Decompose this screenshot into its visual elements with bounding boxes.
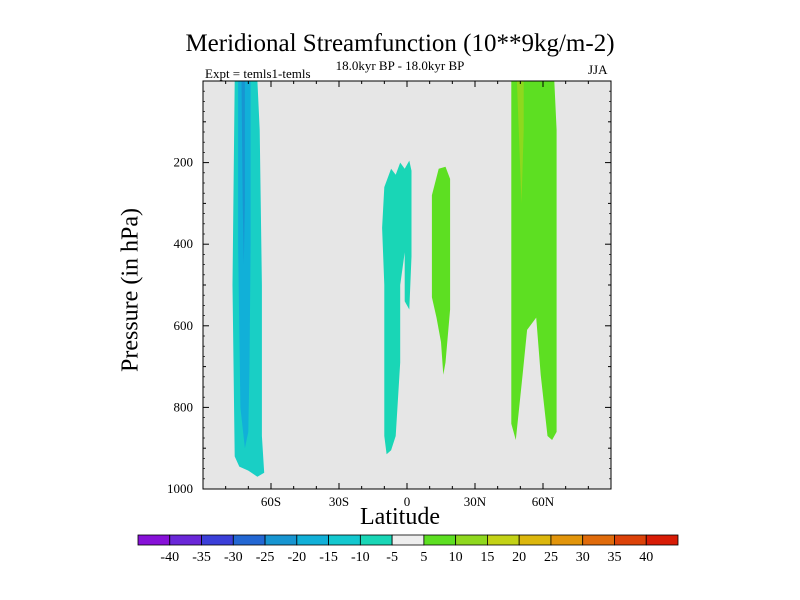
colorbar-box (645, 534, 679, 546)
chart-subtitle-center: 18.0kyr BP - 18.0kyr BP (335, 58, 465, 73)
x-tick-label: 60N (532, 494, 555, 509)
contour-region-nh-band-outer (511, 81, 557, 440)
colorbar-box (614, 534, 647, 546)
colorbar-box (582, 534, 615, 546)
colorbar-label: -25 (256, 550, 275, 565)
x-tick-label: 60S (261, 494, 281, 509)
contour-region-tropical-positive (431, 166, 451, 375)
y-tick-label: 1000 (167, 481, 193, 496)
colorbar-label: -35 (192, 550, 211, 565)
x-axis-label: Latitude (360, 504, 440, 530)
y-tick-label: 800 (174, 399, 194, 414)
colorbar-box (201, 534, 234, 546)
contour-region-sh-band-core (241, 81, 245, 265)
x-tick-label: 0 (404, 494, 411, 509)
colorbar-box (137, 534, 171, 546)
colorbar-box (359, 534, 393, 546)
colorbar-label: 25 (544, 550, 558, 565)
colorbar-box (391, 534, 425, 546)
colorbar-label: 5 (420, 550, 427, 565)
colorbar-label: -10 (351, 550, 370, 565)
contour-region-sh-band-inner (238, 81, 251, 449)
colorbar-box (550, 534, 584, 546)
colorbar-box (455, 534, 488, 546)
colorbar-box (264, 534, 298, 546)
colorbar-box (423, 534, 457, 546)
chart-title: Meridional Streamfunction (10**9kg/m-2) (185, 30, 615, 57)
colorbar-label: 10 (449, 550, 463, 565)
y-tick-label: 200 (174, 155, 194, 170)
colorbar-box (328, 534, 361, 546)
colorbar-box (518, 534, 552, 546)
colorbar-label: 15 (480, 550, 494, 565)
colorbar-label: -30 (224, 550, 243, 565)
colorbar-label: -20 (287, 550, 306, 565)
x-tick-label: 30S (329, 494, 349, 509)
colorbar-label: 35 (607, 550, 621, 565)
colorbar-box (296, 534, 329, 546)
colorbar-box (232, 534, 266, 546)
colorbar-label: -5 (386, 550, 398, 565)
x-tick-label: 30N (464, 494, 487, 509)
colorbar-label: 40 (639, 550, 653, 565)
colorbar-label: -15 (319, 550, 338, 565)
contour-region-equatorial-negative (382, 160, 412, 455)
y-tick-label: 400 (174, 236, 194, 251)
colorbar-box (169, 534, 202, 546)
colorbar-label: -40 (160, 550, 179, 565)
chart-subtitle-left: Expt = temls1-temls (205, 66, 311, 81)
chart-subtitle-right: JJA (588, 62, 608, 77)
y-tick-label: 600 (174, 318, 194, 333)
contour-region-nh-band-inner (516, 81, 524, 204)
colorbar-label: 20 (512, 550, 526, 565)
colorbar-label: 30 (576, 550, 590, 565)
colorbar-box (487, 534, 520, 546)
